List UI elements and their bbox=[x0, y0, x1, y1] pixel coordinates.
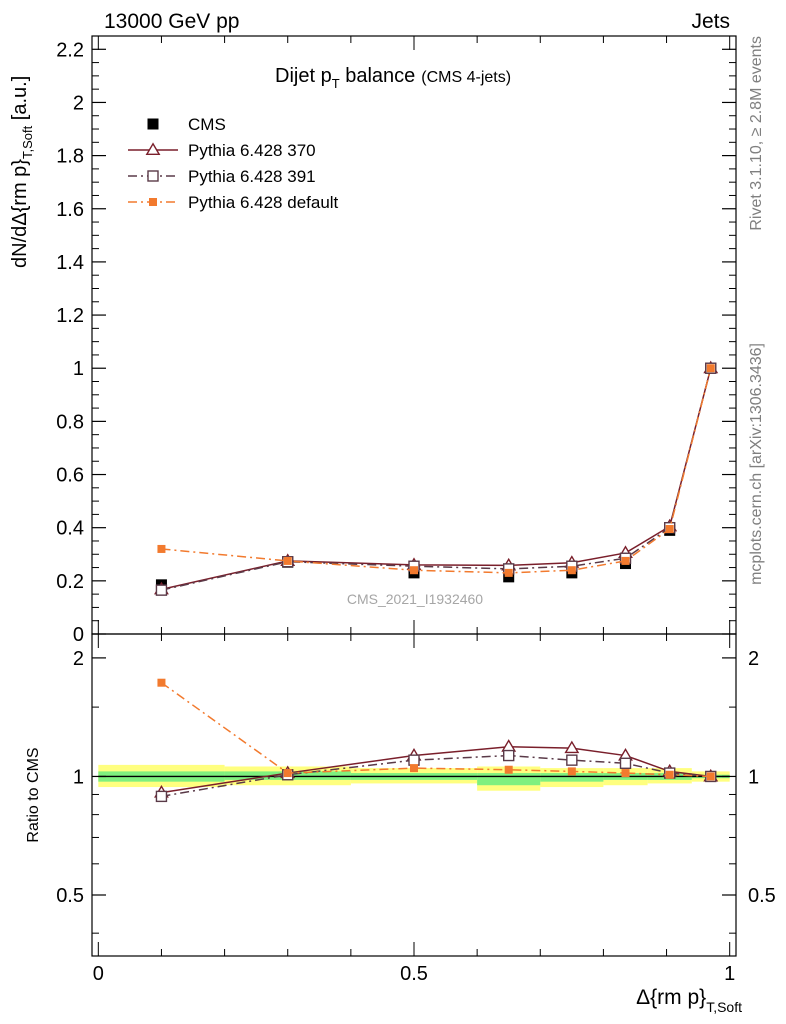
ratio-xlabel-main: Δ{rm p} bbox=[636, 986, 706, 1009]
ratio-point bbox=[503, 749, 515, 762]
main-series-1 bbox=[154, 360, 719, 595]
main-point bbox=[567, 566, 576, 575]
main-ytick-label: 1 bbox=[73, 358, 84, 380]
ratio-point bbox=[283, 769, 292, 778]
legend-label: Pythia 6.428 default bbox=[188, 193, 339, 212]
ratio-ytick-label: 1 bbox=[73, 766, 84, 788]
main-point bbox=[504, 568, 513, 577]
main-ytick-label: 0.8 bbox=[56, 411, 84, 433]
ratio-point bbox=[564, 740, 580, 754]
ratio-ytick-label: 0.5 bbox=[56, 885, 84, 907]
legend-marker bbox=[145, 142, 161, 156]
main-ytick-label: 1.2 bbox=[56, 305, 84, 327]
ratio-point bbox=[621, 769, 630, 778]
main-point bbox=[410, 566, 418, 575]
main-title: Dijet pT balance (CMS 4-jets) bbox=[275, 65, 511, 91]
ratio-xlabel: Δ{rm p}T,Soft bbox=[636, 986, 742, 1015]
main-point bbox=[283, 556, 292, 565]
header-right: Jets bbox=[691, 10, 730, 33]
main-ytick-label: 0.6 bbox=[56, 465, 84, 487]
ratio-point bbox=[665, 770, 674, 779]
main-ylabel: dN/dΔ{rm p}T,Soft [a.u.] bbox=[9, 76, 35, 268]
main-ytick-label: 1.6 bbox=[56, 199, 84, 221]
main-ytick-label: 2.2 bbox=[56, 39, 84, 61]
legend-label: Pythia 6.428 370 bbox=[188, 141, 316, 160]
ratio-band-inner bbox=[477, 773, 541, 786]
ratio-ytick-label-right: 1 bbox=[748, 766, 759, 788]
ratio-band-inner bbox=[540, 773, 604, 782]
main-ylabel-main: dN/dΔ{rm p} bbox=[9, 159, 31, 268]
ratio-series-2 bbox=[157, 678, 715, 781]
main-series-line bbox=[161, 368, 712, 591]
ratio-point bbox=[504, 765, 513, 774]
ratio-point bbox=[566, 754, 578, 766]
main-ytick-label: 0 bbox=[73, 624, 84, 646]
main-title-main: Dijet p bbox=[275, 65, 332, 87]
legend-marker bbox=[147, 118, 159, 130]
main-title-rest: balance bbox=[340, 65, 416, 87]
legend-item-1: Pythia 6.428 370 bbox=[128, 141, 316, 160]
ratio-ytick-label-right: 0.5 bbox=[748, 885, 776, 907]
main-ytick-label: 0.4 bbox=[56, 518, 84, 540]
main-ylabel-unit: [a.u.] bbox=[9, 76, 31, 126]
ratio-point bbox=[410, 764, 418, 773]
main-point bbox=[621, 556, 630, 565]
main-point bbox=[157, 544, 166, 553]
legend-label: Pythia 6.428 391 bbox=[188, 167, 316, 186]
main-ytick-label: 0.2 bbox=[56, 571, 84, 593]
header-left: 13000 GeV pp bbox=[104, 10, 239, 33]
legend-item-3: Pythia 6.428 default bbox=[128, 193, 339, 212]
ratio-xtick-label: 0.5 bbox=[400, 963, 428, 985]
main-point bbox=[706, 364, 715, 373]
ratio-ytick-label-right: 2 bbox=[748, 648, 759, 670]
legend-marker bbox=[149, 198, 157, 206]
ratio-ytick-label: 2 bbox=[73, 648, 84, 670]
ratio-point bbox=[619, 757, 632, 769]
ratio-series-line bbox=[161, 745, 711, 794]
ratio-frame bbox=[91, 633, 737, 957]
main-ytick-label: 2 bbox=[73, 92, 84, 114]
main-ytick-label: 1.4 bbox=[56, 252, 84, 274]
main-ytick-label: 1.8 bbox=[56, 146, 84, 168]
ratio-ylabel: Ratio to CMS bbox=[25, 747, 42, 842]
ratio-point bbox=[408, 754, 420, 766]
ratio-series-line bbox=[161, 682, 711, 778]
main-series-line bbox=[161, 368, 712, 574]
main-point bbox=[665, 525, 674, 534]
ratio-point bbox=[155, 790, 168, 803]
ratio-point bbox=[567, 767, 576, 776]
main-title-note: (CMS 4-jets) bbox=[421, 69, 511, 86]
main-series-2 bbox=[155, 362, 717, 596]
ratio-point bbox=[157, 678, 166, 687]
main-series-3 bbox=[157, 364, 715, 577]
legend: CMS Pythia 6.428 370 Pythia 6.428 391 Pythi… bbox=[128, 115, 339, 212]
main-series-line bbox=[161, 368, 712, 591]
main-panel: 0 0.2 0.4 0.6 0.8 1 1.2 1.4 1.6 1.8 2 2.2 bbox=[56, 35, 737, 646]
ratio-xlabel-sub: T,Soft bbox=[706, 999, 742, 1015]
legend-item-2: Pythia 6.428 391 bbox=[128, 167, 316, 186]
legend-item-0: CMS bbox=[147, 115, 226, 134]
ratio-point bbox=[706, 772, 715, 781]
legend-marker bbox=[147, 170, 159, 182]
main-title-sub: T bbox=[332, 76, 340, 91]
ratio-xtick-label: 1 bbox=[724, 963, 735, 985]
ratio-point bbox=[501, 739, 517, 752]
rivet-label: Rivet 3.1.10, ≥ 2.8M events bbox=[748, 36, 765, 231]
watermark: CMS_2021_I1932460 bbox=[347, 591, 483, 607]
main-ylabel-sub: T,Soft bbox=[20, 125, 35, 159]
ratio-series-line bbox=[161, 754, 711, 798]
legend-label: CMS bbox=[188, 115, 226, 134]
ratio-xtick-label: 0 bbox=[93, 963, 104, 985]
ratio-panel: 0.5 0.5 1 1 2 2 0 0.5 1 bbox=[56, 633, 776, 985]
mcplots-label: mcplots.cern.ch [arXiv:1306.3436] bbox=[748, 343, 765, 585]
main-point bbox=[155, 584, 168, 596]
